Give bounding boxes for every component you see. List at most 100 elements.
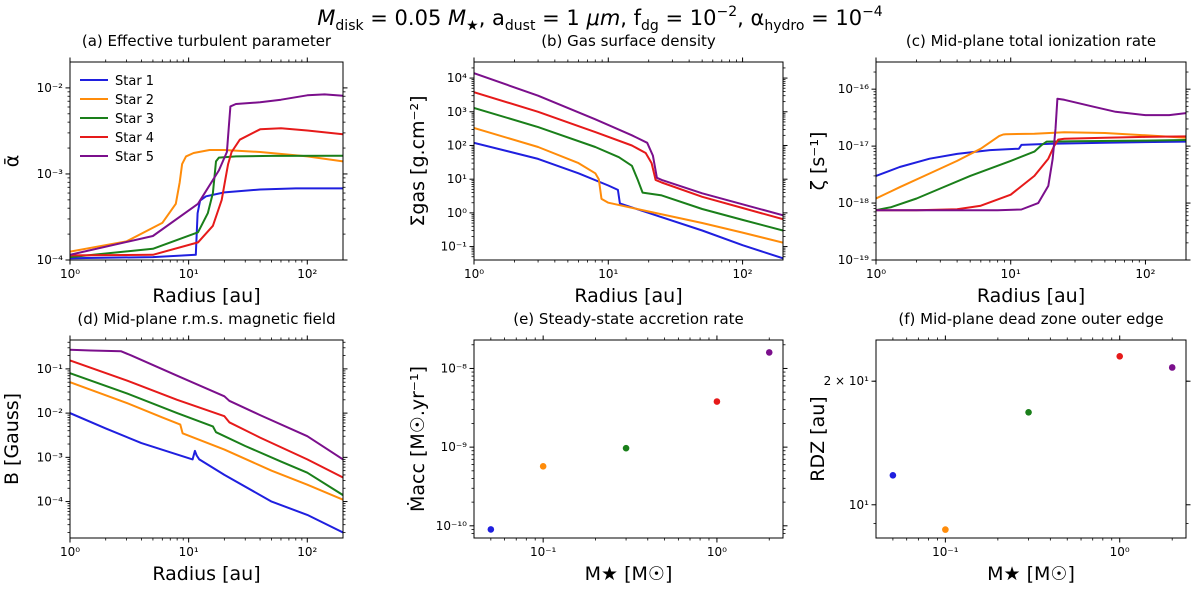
y-tick-label: 10⁻¹⁹: [838, 253, 869, 267]
scatter-point-star-3: [622, 444, 630, 452]
scatter-point-star-4: [1116, 352, 1124, 360]
plot-area: [474, 72, 783, 260]
y-tick-label: 2 × 10¹: [824, 374, 870, 388]
y-tick-label: 10²: [447, 138, 467, 152]
y-tick-label: 10⁻²: [37, 81, 64, 95]
plot-area: [70, 93, 343, 260]
x-tick-label: 10²: [1135, 267, 1155, 281]
series-line-star-4: [474, 91, 783, 221]
y-axis-label: Σgas [g.cm⁻²]: [407, 95, 429, 226]
panel-d: 10⁰ 10¹ 10² 10⁻⁴ 10⁻³ 10⁻² 10⁻¹ (d) Mid-plane r…: [1, 310, 348, 585]
y-tick-label: 10⁻¹⁰: [436, 519, 467, 533]
panel-b: 10⁰ 10¹ 10² 10⁻¹ 10⁰ 10¹ 10² 10³ 10⁴ (b) Gas surf…: [407, 32, 788, 307]
y-axis-label: ᾱ: [1, 155, 23, 168]
panel-e: 10⁻¹ 10⁰ 10⁻¹⁰ 10⁻⁹ 10⁻⁸ (e) Steady-state acc…: [406, 310, 788, 585]
series-line-star-2: [70, 149, 343, 253]
axes-frame: [875, 339, 1187, 539]
y-axis-label: B [Gauss]: [1, 393, 23, 485]
x-axis-label: Radius [au]: [152, 285, 260, 307]
panel-c: 10⁰ 10¹ 10² 10⁻¹⁹ 10⁻¹⁸ 10⁻¹⁷ 10⁻¹⁶ (c) Mid-pla…: [807, 32, 1191, 307]
series-line-star-3: [70, 372, 343, 496]
series-line-star-1: [876, 140, 1186, 177]
plot-area: [70, 348, 343, 534]
x-tick-label: 10¹: [179, 267, 199, 281]
legend-label: Star 5: [115, 150, 154, 165]
y-tick-label: 10⁻³: [37, 167, 64, 181]
x-tick-label: 10⁰: [866, 267, 886, 281]
x-tick-label: 10⁰: [464, 267, 484, 281]
series-line-star-4: [876, 135, 1186, 212]
scatter-point-star-1: [487, 526, 495, 533]
y-tick-label: 10⁻²: [37, 406, 64, 420]
panel-title: (c) Mid-plane total ionization rate: [906, 32, 1156, 50]
legend: Star 1 Star 2 Star 3 Star 4 Star 5: [80, 74, 154, 165]
series-line-star-2: [474, 127, 783, 244]
x-axis-label: Radius [au]: [574, 285, 682, 307]
axes-frame: [473, 61, 784, 261]
x-tick-label: 10¹: [179, 545, 199, 559]
y-tick-label: 10⁻¹: [37, 362, 64, 376]
scatter-point-star-4: [713, 398, 721, 405]
panel-title: (a) Effective turbulent parameter: [82, 32, 332, 50]
series-line-star-3: [70, 154, 343, 259]
y-tick-label: 10⁴: [447, 71, 467, 85]
x-tick-label: 10⁰: [1110, 545, 1130, 559]
x-axis-label: M★ [M☉]: [585, 563, 673, 585]
x-tick-label: 10¹: [598, 267, 618, 281]
scatter-point-star-5: [1168, 364, 1176, 371]
x-tick-label: 10²: [297, 545, 317, 559]
figure-suptitle: Mdisk = 0.05 M★, adust = 1 μm, fdg = 10−…: [317, 4, 882, 34]
scatter-point-star-2: [942, 526, 949, 533]
y-axis-label: ζ [s⁻¹]: [807, 132, 829, 191]
panel-a: 10⁰ 10¹ 10² 10⁻⁴ 10⁻³ 10⁻² (a) Effective turbu…: [1, 32, 348, 307]
series-line-star-1: [474, 141, 783, 260]
series-line-star-1: [70, 412, 343, 534]
series-line-star-4: [70, 127, 343, 257]
legend-label: Star 2: [115, 93, 154, 108]
plot-area: [889, 352, 1176, 533]
y-tick-label: 10¹: [849, 498, 869, 512]
y-tick-label: 10⁻⁹: [441, 440, 468, 454]
x-tick-label: 10⁰: [707, 545, 727, 559]
x-tick-label: 10²: [297, 267, 317, 281]
y-axis-label: RDZ [au]: [807, 396, 829, 481]
y-tick-label: 10⁻³: [37, 450, 64, 464]
plot-area: [487, 349, 773, 533]
x-tick-label: 10⁻¹: [530, 545, 557, 559]
axes-frame: [69, 339, 344, 539]
y-tick-label: 10⁻¹⁶: [838, 82, 869, 96]
axes-frame: [875, 61, 1187, 261]
y-tick-label: 10⁻⁴: [37, 253, 64, 267]
y-axis-label: Ṁacc [M☉.yr⁻¹]: [406, 366, 429, 512]
series-line-star-5: [474, 72, 783, 217]
series-line-star-3: [474, 106, 783, 232]
y-tick-label: 10¹: [447, 172, 467, 186]
x-tick-label: 10⁻¹: [932, 545, 959, 559]
y-tick-label: 10⁻⁸: [441, 361, 468, 375]
series-line-star-5: [70, 93, 343, 256]
y-tick-label: 10³: [447, 105, 467, 119]
x-tick-label: 10¹: [1001, 267, 1021, 281]
axes-frame: [473, 339, 784, 539]
scatter-point-star-2: [539, 463, 547, 470]
x-axis-label: M★ [M☉]: [987, 563, 1075, 585]
legend-label: Star 4: [115, 131, 154, 146]
series-line-star-5: [70, 348, 343, 461]
x-tick-label: 10²: [733, 267, 753, 281]
panel-title: (d) Mid-plane r.m.s. magnetic field: [77, 310, 335, 328]
y-tick-label: 10⁻¹: [441, 240, 468, 254]
y-tick-label: 10⁻¹⁷: [838, 139, 869, 153]
x-tick-label: 10⁰: [60, 545, 80, 559]
panel-title: (e) Steady-state accretion rate: [513, 310, 744, 328]
plot-area: [876, 97, 1186, 212]
panel-f: 10⁻¹ 10⁰ 10¹ 2 × 10¹ (f) Mid-plane dead zone…: [807, 310, 1191, 585]
panel-title: (f) Mid-plane dead zone outer edge: [898, 310, 1163, 328]
legend-label: Star 3: [115, 112, 154, 127]
y-tick-label: 10⁰: [447, 206, 467, 220]
scatter-point-star-5: [765, 349, 773, 356]
x-tick-label: 10⁰: [60, 267, 80, 281]
legend-label: Star 1: [115, 74, 154, 89]
series-line-star-5: [876, 97, 1186, 212]
scatter-point-star-1: [889, 471, 897, 479]
